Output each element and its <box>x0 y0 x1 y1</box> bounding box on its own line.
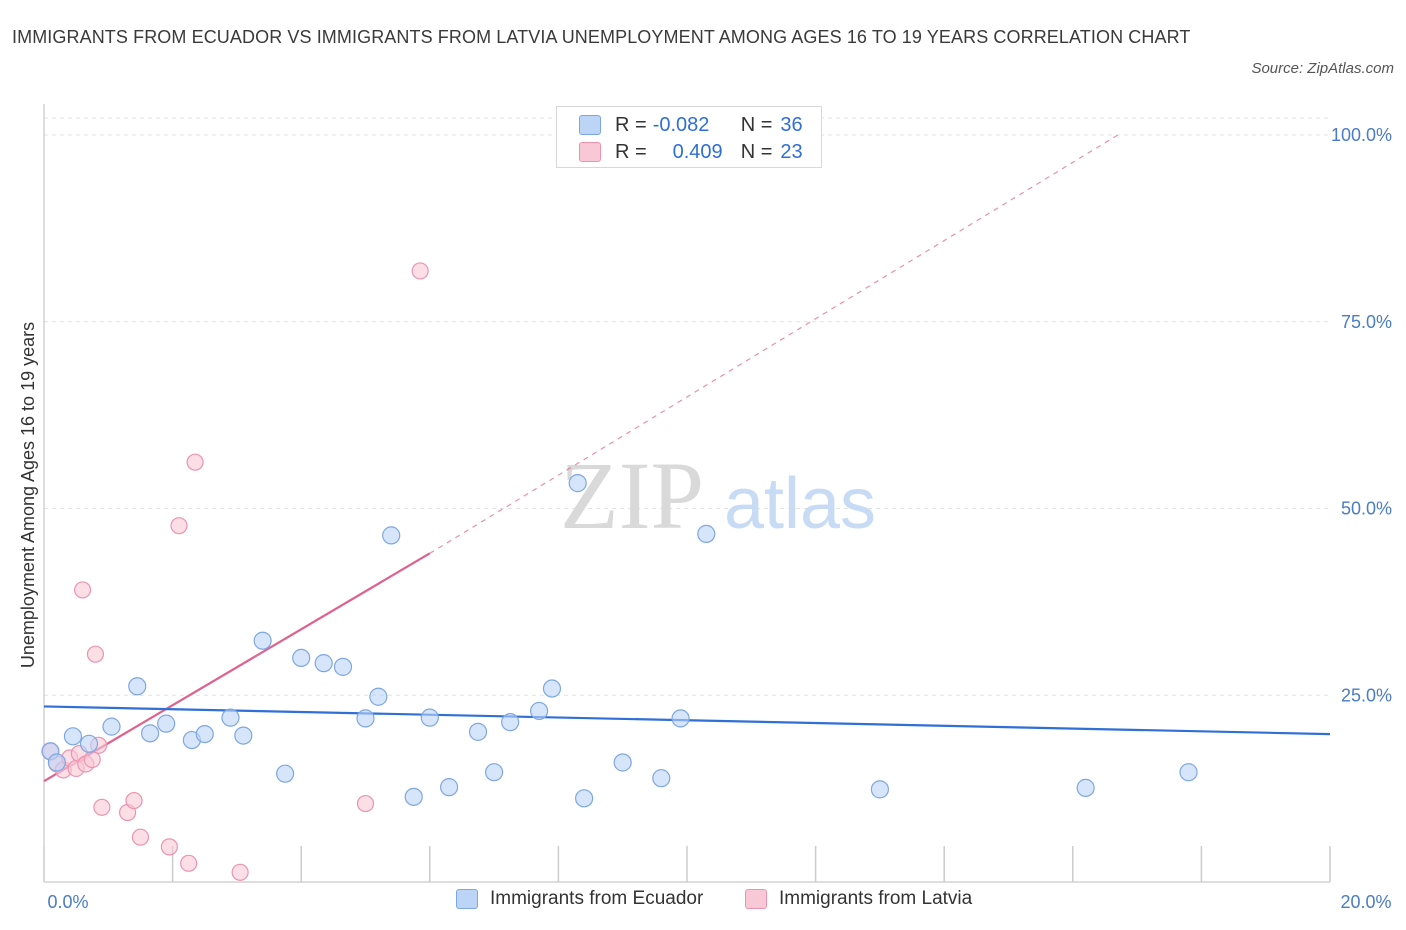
ecuador-point <box>221 708 240 727</box>
ecuador-point <box>234 726 253 745</box>
ecuador-point <box>157 714 176 733</box>
ecuador-point <box>314 654 333 673</box>
latvia-point <box>186 453 204 471</box>
ecuador-point <box>468 722 488 741</box>
legend-n-value: 23 <box>780 140 803 163</box>
ecuador-point <box>333 657 353 676</box>
x-tick-label: 0.0% <box>47 892 88 912</box>
ecuador-point <box>47 753 66 772</box>
ecuador-point <box>276 764 295 783</box>
ecuador-point <box>697 524 716 543</box>
series-swatch-latvia <box>745 889 767 909</box>
chart-title: IMMIGRANTS FROM ECUADOR VS IMMIGRANTS FR… <box>12 27 1191 47</box>
series-legend-ecuador: Immigrants from Ecuador <box>456 888 703 910</box>
x-tick-label: 20.0% <box>1340 892 1391 912</box>
tick-labels: 100.0% 75.0% 50.0% 25.0% 0.0% 20.0% <box>47 125 1392 912</box>
ecuador-point <box>439 778 459 797</box>
latvia-point <box>170 517 188 535</box>
latvia-point <box>160 838 178 856</box>
ecuador-point <box>382 526 401 545</box>
ecuador-point <box>195 724 214 744</box>
legend-r-label: R = <box>615 140 647 163</box>
legend-swatch-latvia <box>579 142 601 162</box>
legend-n-label: N = <box>740 140 773 163</box>
latvia-point <box>125 791 143 810</box>
ecuador-point <box>79 734 99 753</box>
latvia-point <box>86 645 105 663</box>
ecuador-point <box>292 648 311 668</box>
y-tick-label: 25.0% <box>1341 685 1392 705</box>
ecuador-point <box>568 474 587 493</box>
ecuador-point <box>575 789 594 808</box>
watermark-zip: ZIP <box>560 442 704 549</box>
latvia-point <box>180 854 198 872</box>
latvia-point <box>83 750 101 769</box>
series-legend-latvia: Immigrants from Latvia <box>745 888 972 910</box>
ecuador-point <box>530 701 549 721</box>
watermark: ZIP atlas <box>560 442 876 549</box>
axes <box>43 104 1331 883</box>
legend-row-ecuador: R = -0.082 N = 36 <box>579 112 803 138</box>
legend-r-value: -0.082 <box>652 113 710 136</box>
watermark-atlas: atlas <box>724 464 876 544</box>
latvia-point <box>411 262 429 280</box>
ecuador-points <box>41 474 1198 808</box>
grid-lines <box>44 117 1330 696</box>
legend-row-latvia: R = 0.409 N = 23 <box>579 139 803 165</box>
ecuador-point <box>485 763 504 782</box>
latvia-point <box>131 828 150 846</box>
ecuador-point <box>140 724 160 743</box>
series-label-ecuador: Immigrants from Ecuador <box>490 888 704 909</box>
series-swatch-ecuador <box>456 889 478 909</box>
ecuador-point <box>128 677 147 696</box>
ecuador-point <box>420 708 439 727</box>
legend-r-value: 0.409 <box>672 140 723 163</box>
ecuador-point <box>542 679 562 698</box>
y-tick-label: 75.0% <box>1341 312 1392 332</box>
latvia-point <box>73 581 92 599</box>
y-tick-label: 100.0% <box>1331 125 1392 145</box>
legend-n-label: N = <box>740 113 773 136</box>
source-note: Source: ZipAtlas.com <box>1251 60 1394 77</box>
legend-n-value: 36 <box>780 113 803 136</box>
correlation-legend: R = -0.082 N = 36 R = 0.409 N = 23 <box>556 106 822 168</box>
ecuador-point <box>404 787 423 806</box>
series-legend: Immigrants from Ecuador Immigrants from … <box>0 888 1406 916</box>
ecuador-point <box>501 713 520 732</box>
ecuador-point <box>671 709 690 728</box>
ecuador-point <box>1179 763 1198 782</box>
latvia-trend-extension <box>429 134 1119 554</box>
latvia-point <box>356 794 375 813</box>
series-label-latvia: Immigrants from Latvia <box>779 888 973 909</box>
y-axis-label: Unemployment Among Ages 16 to 19 years <box>18 322 38 668</box>
ecuador-point <box>356 709 375 728</box>
legend-r-label: R = <box>615 113 647 136</box>
ecuador-point <box>652 769 671 788</box>
latvia-point <box>93 798 111 816</box>
ecuador-point <box>102 717 121 736</box>
ecuador-point <box>1076 778 1095 797</box>
ecuador-point <box>613 753 632 772</box>
latvia-points <box>41 262 429 881</box>
ecuador-point <box>369 687 388 706</box>
ecuador-point <box>253 631 272 650</box>
ecuador-point <box>63 727 83 746</box>
latvia-trend-line <box>43 552 431 783</box>
legend-swatch-ecuador <box>579 115 601 135</box>
y-tick-label: 50.0% <box>1341 499 1392 519</box>
latvia-point <box>231 863 249 881</box>
ecuador-point <box>870 780 890 799</box>
